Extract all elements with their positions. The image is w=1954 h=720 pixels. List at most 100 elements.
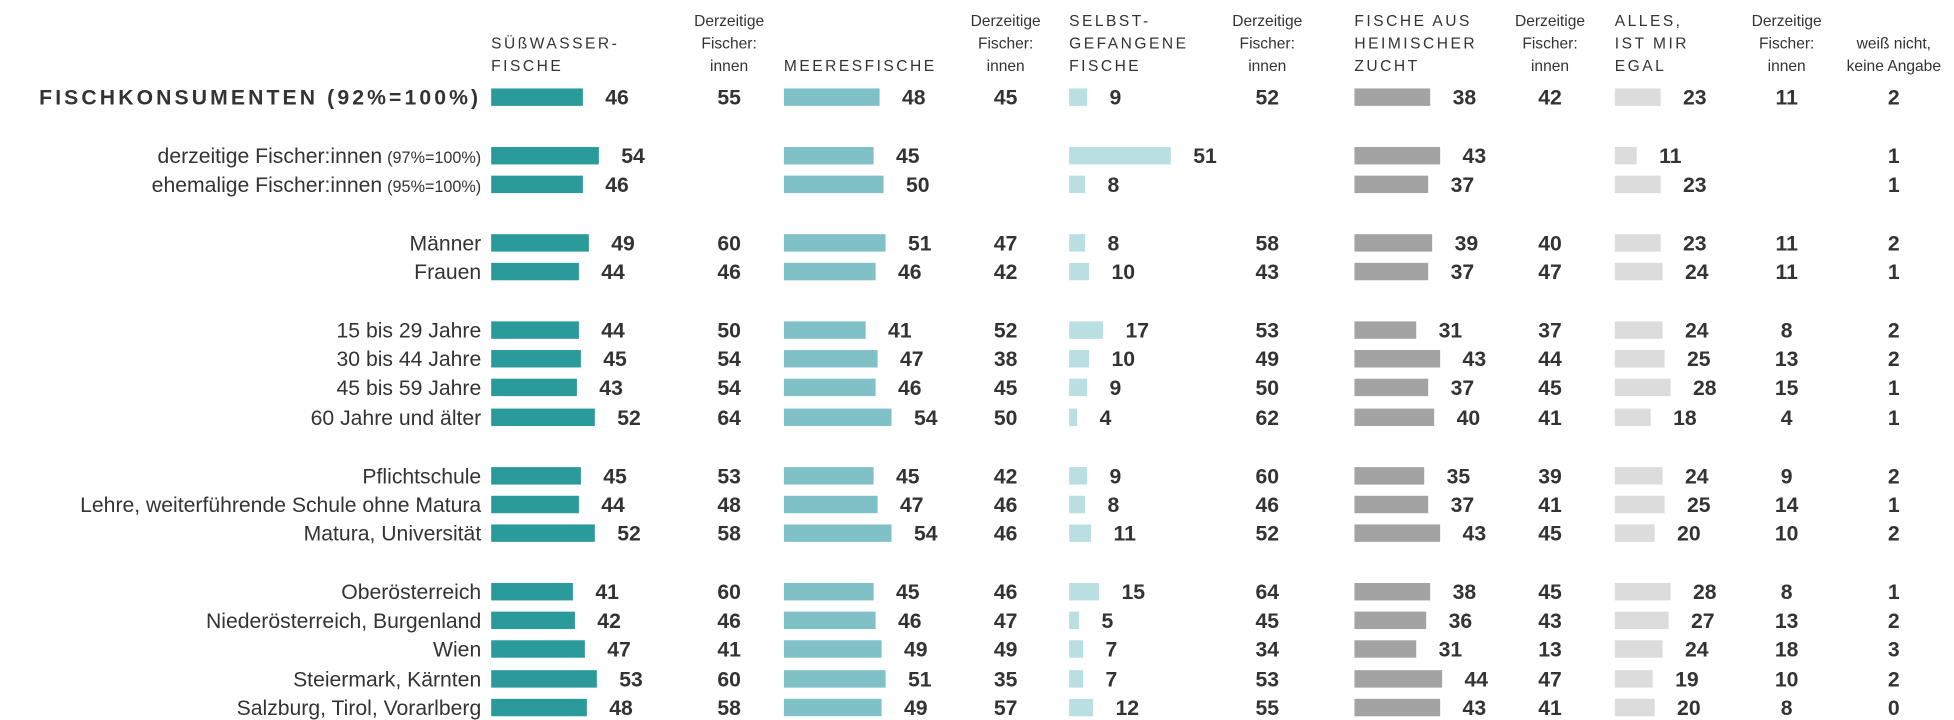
last-value: 2 [1888,87,1900,110]
sub-value: 47 [1538,261,1562,284]
bar [783,698,882,717]
last-value: 1 [1888,581,1900,604]
value-label: 44 [601,320,625,343]
sub-value: 45 [1538,523,1562,546]
bar [491,524,595,542]
value-label: 43 [1463,697,1487,720]
value-label: 51 [908,668,932,691]
last-value: 2 [1888,668,1900,691]
sub-value: 60 [717,232,741,255]
value-label: 43 [1463,348,1487,371]
value-label: 31 [1439,638,1463,661]
sub-value: 47 [994,610,1018,633]
sub-value: 49 [994,638,1018,661]
bar [783,582,874,601]
last-value: 0 [1888,697,1900,720]
row-label-note: (97%=100%) [387,149,481,167]
sub-value: 45 [994,87,1018,110]
value-label: 25 [1687,348,1711,371]
sub-value: 43 [1255,261,1279,284]
row-label: ehemalige Fischer:innen (95%=100%) [152,174,482,197]
sub-value: 13 [1538,638,1562,661]
bar [783,524,892,542]
sub-value: 55 [1255,697,1279,720]
sub-value: 46 [717,261,741,284]
bar [1614,408,1651,427]
row-label: Matura, Universität [304,523,482,546]
bar [783,640,882,658]
value-label: 24 [1685,261,1709,284]
series-header: HEIMISCHER [1354,36,1477,53]
sub-value: 4 [1781,407,1793,430]
sub-value: 53 [717,465,741,488]
bar [1354,321,1417,339]
sub-value: 58 [1255,232,1279,255]
bar [1354,495,1429,514]
row-label: Lehre, weiterführende Schule ohne Matura [80,494,481,517]
value-label: 24 [1685,638,1709,661]
bar [1069,495,1086,514]
row-label-text: derzeitige Fischer:innen [158,145,383,168]
bar [1069,350,1090,368]
sub-value: 49 [1255,348,1279,371]
sub-header: innen [1531,58,1569,75]
sub-value: 9 [1781,465,1793,488]
value-label: 47 [607,638,631,661]
row-label: 30 bis 44 Jahre [337,348,482,371]
value-label: 46 [898,377,922,400]
value-label: 23 [1683,232,1707,255]
series-header: SELBST- [1069,13,1150,30]
sub-header: Derzeitige [1752,13,1822,30]
sub-header: Fischer: [1522,36,1577,53]
bar [1069,378,1088,397]
bar [1354,582,1431,601]
series-header: FISCHE AUS [1354,13,1471,30]
value-label: 18 [1673,407,1697,430]
value-label: 38 [1453,87,1477,110]
bar [1354,670,1443,688]
value-label: 8 [1108,174,1120,197]
value-label: 54 [914,523,938,546]
series-header: ALLES, [1615,13,1683,30]
bar [1614,146,1637,165]
value-label: 42 [597,610,621,633]
value-label: 24 [1685,465,1709,488]
last-value: 1 [1888,174,1900,197]
sub-header: innen [987,58,1025,75]
sub-value: 11 [1776,232,1799,255]
bar [1069,321,1104,339]
sub-value: 14 [1775,494,1799,517]
last-value: 2 [1888,320,1900,343]
row-label: 60 Jahre und älter [311,407,482,430]
sub-value: 57 [994,697,1018,720]
sub-value: 47 [994,232,1018,255]
value-label: 54 [914,407,938,430]
bar [1614,378,1671,397]
bar [1614,321,1663,339]
sub-value: 11 [1776,87,1799,110]
value-label: 20 [1677,523,1701,546]
bar [491,467,581,485]
row-label: Niederösterreich, Burgenland [206,610,481,633]
bar [783,670,886,688]
bar [1069,262,1090,281]
bar [783,234,886,252]
sub-value: 47 [1538,668,1562,691]
row-label: 45 bis 59 Jahre [337,377,482,400]
bar [1614,640,1663,658]
sub-value: 10 [1775,523,1799,546]
value-label: 53 [619,668,643,691]
row-label: derzeitige Fischer:innen (97%=100%) [158,145,482,168]
series-header: FISCHE [1069,58,1141,75]
value-label: 17 [1125,320,1149,343]
row-label: Steiermark, Kärnten [293,668,481,691]
row-label: Salzburg, Tirol, Vorarlberg [237,697,482,720]
series-header: GEFANGENE [1069,36,1188,53]
sub-value: 10 [1775,668,1799,691]
sub-value: 42 [1538,87,1562,110]
sub-value: 44 [1538,348,1562,371]
sub-value: 48 [717,494,741,517]
bar [783,175,884,194]
bar [1354,175,1429,194]
bar [1069,611,1080,630]
